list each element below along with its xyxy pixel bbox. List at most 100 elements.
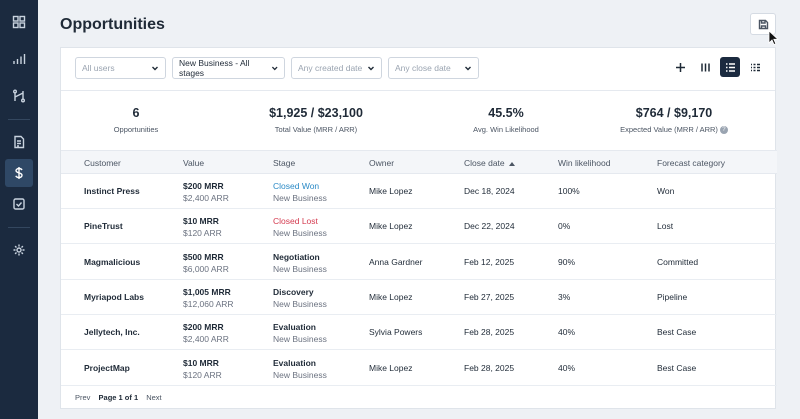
list-icon <box>725 62 735 72</box>
chevron-down-icon <box>271 66 278 71</box>
pipeline-icon[interactable] <box>5 82 33 110</box>
stage-filter-value: New Business - All stages <box>179 58 250 78</box>
value-cell: $10 MRR $120 ARR <box>183 215 222 239</box>
list-view-button[interactable] <box>720 57 740 77</box>
column-header-value[interactable]: Value <box>183 158 205 168</box>
value-cell: $10 MRR $120 ARR <box>183 357 222 381</box>
value-cell: $200 MRR $2,400 ARR <box>183 321 229 345</box>
help-icon[interactable]: ? <box>719 126 728 135</box>
stage-name: Discovery <box>273 286 314 297</box>
sidebar-divider <box>8 119 30 120</box>
win-likelihood: 0% <box>558 221 571 232</box>
win-likelihood: 90% <box>558 256 576 267</box>
stat-label: Avg. Win Likelihood <box>473 125 539 134</box>
users-filter-dropdown[interactable]: All users <box>75 57 166 79</box>
view-toolbar <box>665 57 765 77</box>
close-date-filter-dropdown[interactable]: Any close date <box>388 57 479 79</box>
close-date-filter-value: Any close date <box>395 63 451 73</box>
add-opportunity-button[interactable] <box>670 57 690 77</box>
forecast-category: Best Case <box>657 362 697 373</box>
dashboard-grid-icon[interactable] <box>5 8 33 36</box>
bar-chart-icon[interactable] <box>5 45 33 73</box>
pipeline-name: New Business <box>273 263 327 274</box>
mrr-value: $10 MRR <box>183 357 219 368</box>
stage-cell: Negotiation New Business <box>273 251 327 275</box>
win-likelihood: 40% <box>558 362 576 373</box>
plus-icon <box>675 62 685 72</box>
page-title: Opportunities <box>60 16 165 33</box>
column-header-customer[interactable]: Customer <box>84 158 121 168</box>
column-header-label: Close date <box>464 158 505 168</box>
table-row[interactable]: PineTrust $10 MRR $120 ARR Closed Lost New B… <box>61 209 777 245</box>
customer-name[interactable]: ProjectMap <box>84 362 130 373</box>
arr-value: $2,400 ARR <box>183 334 229 345</box>
chevron-down-icon <box>368 66 374 71</box>
table-header: Customer Value Stage Owner Close date Wi… <box>61 150 777 174</box>
next-page-link[interactable]: Next <box>146 393 162 402</box>
arr-value: $6,000 ARR <box>183 263 229 274</box>
mouse-cursor-icon <box>768 30 780 46</box>
stage-filter-dropdown[interactable]: New Business - All stages <box>172 57 285 79</box>
stage-cell: Discovery New Business <box>273 286 327 310</box>
stage-cell: Evaluation New Business <box>273 321 327 345</box>
compact-view-button[interactable] <box>745 57 765 77</box>
filter-bar: All users New Business - All stages Any … <box>75 57 485 79</box>
save-view-button[interactable] <box>750 13 776 35</box>
close-date: Feb 28, 2025 <box>464 362 515 373</box>
stage-cell: Closed Won New Business <box>273 180 327 204</box>
stat-label: Total Value (MRR / ARR) <box>274 125 358 134</box>
stat-value: $764 / $9,170 <box>635 106 713 120</box>
table-row[interactable]: ProjectMap $10 MRR $120 ARR Evaluation New B… <box>61 351 777 386</box>
column-header-win-likelihood[interactable]: Win likelihood <box>558 158 611 168</box>
mrr-value: $200 MRR <box>183 181 224 191</box>
page-indicator: Page 1 of 1 <box>98 393 139 402</box>
customer-name[interactable]: Magmalicious <box>84 256 141 267</box>
opportunities-card: All users New Business - All stages Any … <box>60 47 777 409</box>
stat-win-likelihood: 45.5% Avg. Win Likelihood <box>451 106 561 134</box>
main-content: Opportunities All users New Business - A… <box>38 0 800 419</box>
value-cell: $1,005 MRR $12,060 ARR <box>183 286 234 310</box>
owner-name: Mike Lopez <box>369 362 413 373</box>
close-date: Feb 28, 2025 <box>464 327 515 338</box>
column-header-forecast-category[interactable]: Forecast category <box>657 158 726 168</box>
stat-label: Opportunities <box>113 125 159 134</box>
value-cell: $200 MRR $2,400 ARR <box>183 180 229 204</box>
customer-name[interactable]: Instinct Press <box>84 186 140 196</box>
divider <box>61 90 775 91</box>
forecast-category: Pipeline <box>657 291 688 302</box>
customer-name[interactable]: Myriapod Labs <box>84 291 144 302</box>
win-likelihood: 40% <box>558 327 576 338</box>
settings-gear-icon[interactable] <box>5 236 33 264</box>
prev-page-link[interactable]: Prev <box>75 393 91 402</box>
save-icon <box>758 19 768 29</box>
column-header-owner[interactable]: Owner <box>369 158 395 168</box>
report-icon[interactable] <box>5 128 33 156</box>
customer-name[interactable]: PineTrust <box>84 221 123 232</box>
task-check-icon[interactable] <box>5 190 33 218</box>
forecast-category: Won <box>657 186 675 196</box>
arr-value: $2,400 ARR <box>183 193 229 203</box>
win-likelihood: 3% <box>558 291 571 302</box>
column-header-stage[interactable]: Stage <box>273 158 296 168</box>
owner-name: Mike Lopez <box>369 291 413 302</box>
customer-name[interactable]: Jellytech, Inc. <box>84 327 140 338</box>
users-filter-value: All users <box>82 63 115 73</box>
column-header-close-date[interactable]: Close date <box>464 158 515 168</box>
created-date-filter-dropdown[interactable]: Any created date <box>291 57 382 79</box>
table-row[interactable]: Magmalicious $500 MRR $6,000 ARR Negotiatio… <box>61 245 777 280</box>
table-row[interactable]: Jellytech, Inc. $200 MRR $2,400 ARR Evaluat… <box>61 315 777 351</box>
stage-name: Evaluation <box>273 357 316 368</box>
value-cell: $500 MRR $6,000 ARR <box>183 251 229 275</box>
table-row[interactable]: Myriapod Labs $1,005 MRR $12,060 ARR Discov… <box>61 280 777 315</box>
stat-opportunities: 6 Opportunities <box>81 106 191 134</box>
sidebar-nav <box>0 0 38 419</box>
mrr-value: $1,005 MRR <box>183 286 231 297</box>
stat-value: 45.5% <box>488 106 524 120</box>
owner-name: Mike Lopez <box>369 221 413 232</box>
arr-value: $120 ARR <box>183 228 222 239</box>
board-view-button[interactable] <box>695 57 715 77</box>
table-row[interactable]: Instinct Press $200 MRR $2,400 ARR Closed W… <box>61 174 777 209</box>
stage-cell: Evaluation New Business <box>273 357 327 381</box>
sort-ascending-icon <box>508 161 515 166</box>
dollar-icon[interactable] <box>5 159 33 187</box>
